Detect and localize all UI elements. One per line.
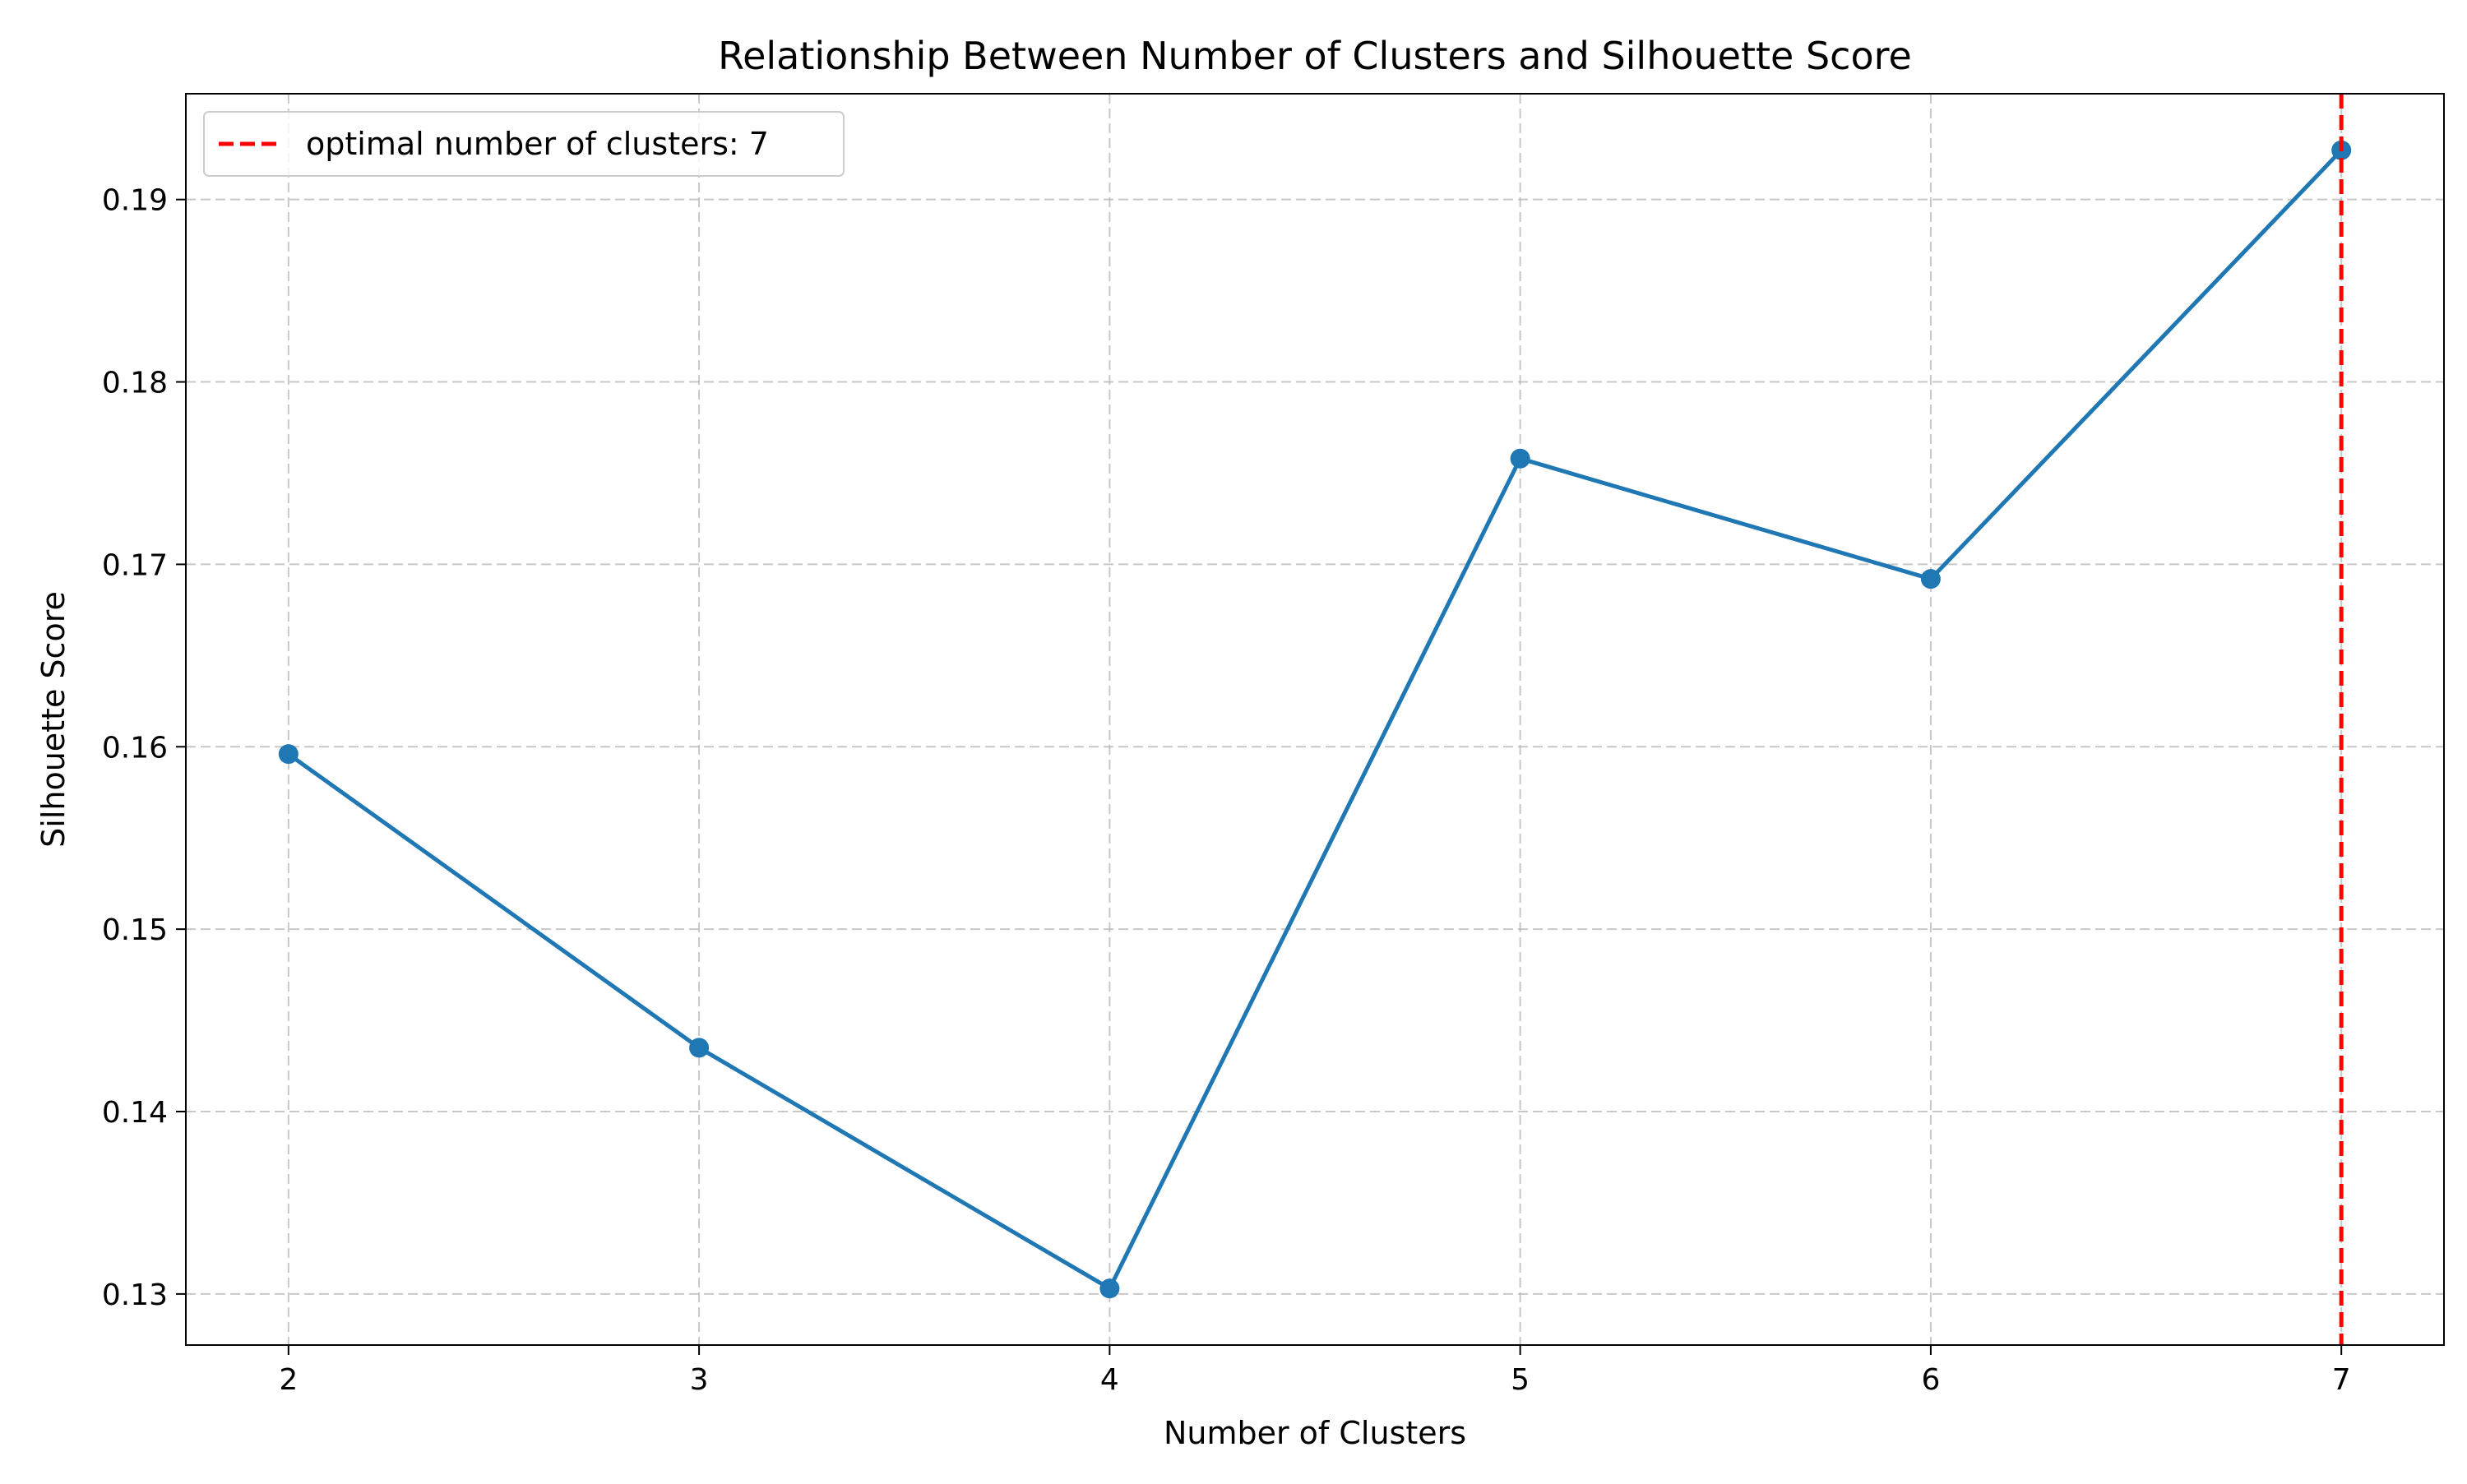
series-line [287,149,2344,1291]
y-tick-label: 0.15 [102,913,168,947]
data-point [689,1038,710,1058]
y-tick-label: 0.16 [102,731,168,765]
data-series [278,140,2352,1299]
x-tick-label: 4 [1100,1363,1119,1397]
y-axis-ticks: 0.13 0.14 0.15 0.16 0.17 0.18 0.19 [102,184,186,1312]
x-tick-label: 7 [2332,1363,2351,1397]
x-axis-label: Number of Clusters [1164,1415,1466,1451]
legend-entry-label: optimal number of clusters: 7 [306,126,769,162]
y-tick-label: 0.19 [102,184,168,218]
data-point [1920,569,1941,589]
data-point [278,744,299,765]
y-tick-label: 0.18 [102,367,168,400]
legend: optimal number of clusters: 7 [203,111,845,177]
plot-area-frame [185,93,2445,1346]
data-point [1099,1278,1120,1299]
y-axis-label: Silhouette Score [35,591,72,848]
legend-box [203,111,845,177]
y-tick-label: 0.13 [102,1278,168,1312]
x-tick-label: 5 [1511,1363,1530,1397]
data-point [1510,448,1530,469]
x-tick-label: 3 [690,1363,709,1397]
x-tick-label: 6 [1921,1363,1940,1397]
y-tick-label: 0.14 [102,1096,168,1130]
y-tick-label: 0.17 [102,548,168,582]
x-tick-label: 2 [279,1363,298,1397]
chart-title: Relationship Between Number of Clusters … [718,34,1912,78]
x-axis-ticks: 2 3 4 5 6 7 [279,1345,2351,1397]
